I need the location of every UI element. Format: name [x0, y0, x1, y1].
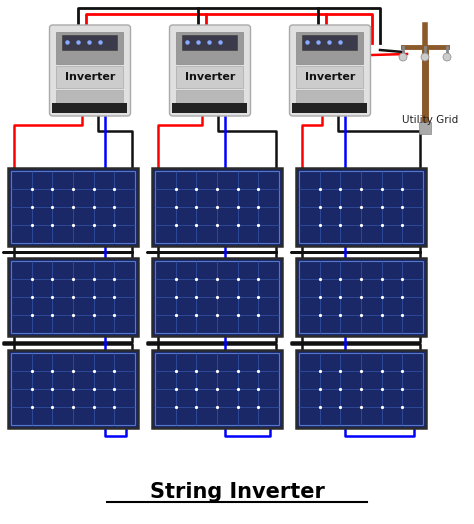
Bar [296, 258, 426, 336]
Bar [8, 258, 138, 336]
Bar [292, 103, 367, 113]
Text: Inverter: Inverter [305, 72, 355, 82]
Bar [299, 261, 423, 333]
Bar [155, 353, 279, 425]
Text: Utility Grid: Utility Grid [402, 115, 458, 125]
Bar [56, 90, 124, 103]
Bar [296, 350, 426, 428]
Circle shape [399, 53, 407, 61]
Circle shape [421, 53, 429, 61]
Bar [11, 171, 135, 243]
Text: String Inverter: String Inverter [150, 482, 324, 502]
Bar [155, 261, 279, 333]
FancyBboxPatch shape [49, 25, 130, 116]
Bar [173, 103, 247, 113]
Bar [302, 35, 357, 50]
Bar [296, 168, 426, 246]
Bar [152, 350, 282, 428]
Text: Inverter: Inverter [65, 72, 115, 82]
Bar [8, 350, 138, 428]
Bar [182, 35, 237, 50]
Bar [56, 32, 124, 64]
Bar [63, 35, 118, 50]
Bar [297, 67, 364, 88]
Bar [11, 261, 135, 333]
Bar [419, 122, 431, 134]
Bar [11, 353, 135, 425]
Bar [152, 168, 282, 246]
Bar [176, 90, 244, 103]
Bar [176, 67, 244, 88]
Circle shape [443, 53, 451, 61]
Bar [299, 171, 423, 243]
Bar [155, 171, 279, 243]
Bar [56, 67, 124, 88]
Bar [53, 103, 128, 113]
Text: Inverter: Inverter [185, 72, 235, 82]
FancyBboxPatch shape [290, 25, 371, 116]
Bar [299, 353, 423, 425]
Bar [8, 168, 138, 246]
FancyBboxPatch shape [170, 25, 250, 116]
Bar [297, 32, 364, 64]
Bar [176, 32, 244, 64]
Bar [152, 258, 282, 336]
Bar [297, 90, 364, 103]
